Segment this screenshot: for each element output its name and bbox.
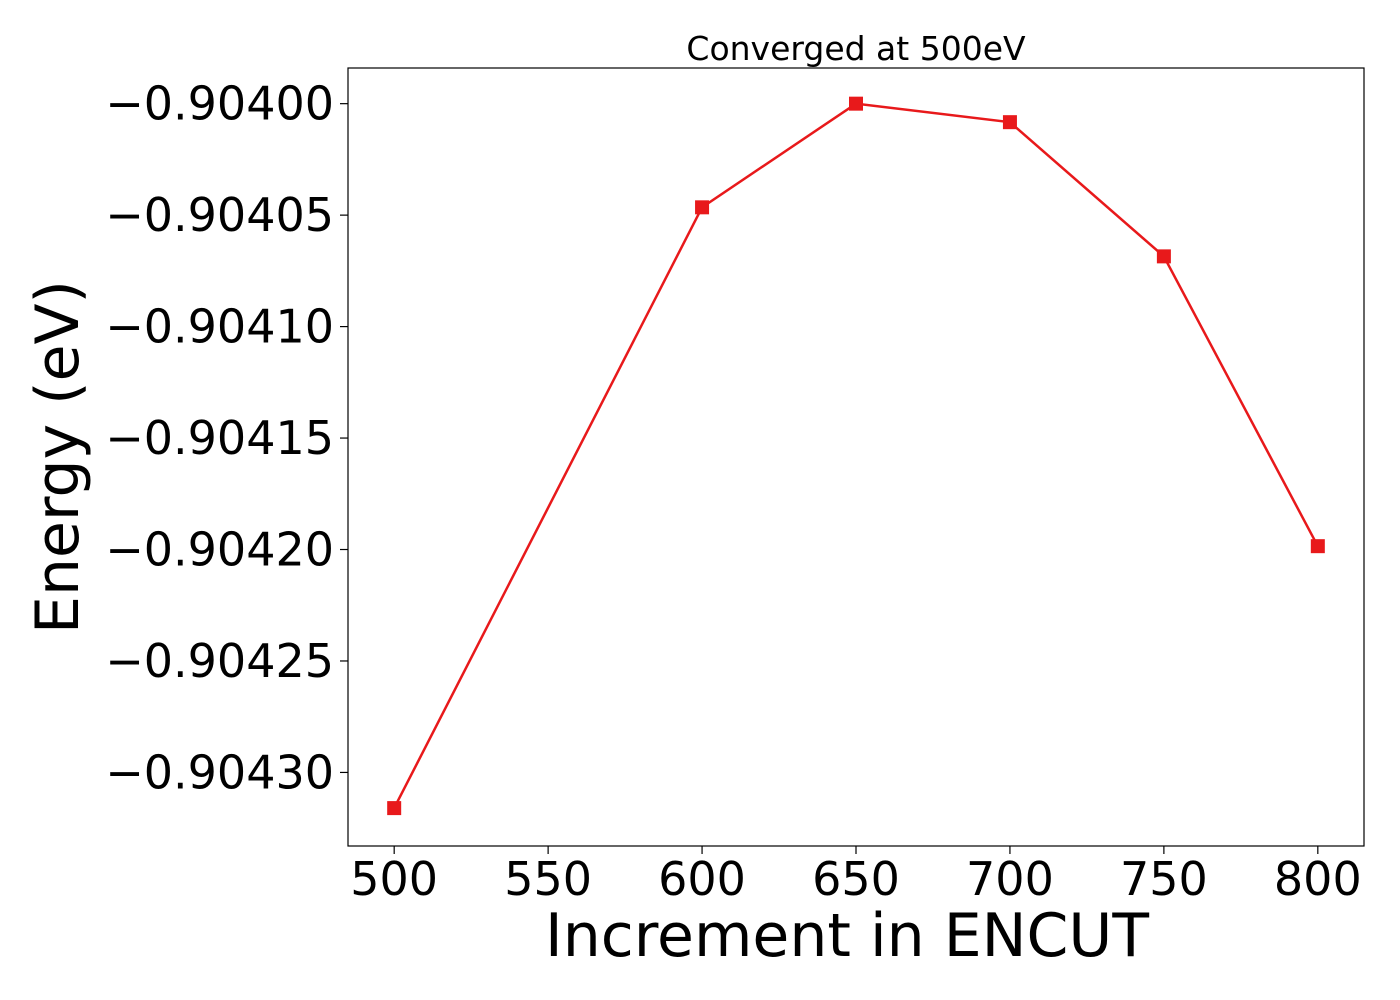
y-tick-label: −0.90405 — [105, 188, 334, 242]
data-point-marker — [849, 96, 863, 111]
y-tick-label: −0.90425 — [105, 634, 334, 688]
data-point-marker — [1002, 115, 1017, 130]
data-point-marker — [387, 801, 402, 816]
chart-title: Converged at 500eV — [686, 29, 1026, 68]
y-tick-label: −0.90415 — [105, 411, 334, 465]
x-tick-label: 700 — [966, 852, 1054, 906]
y-tick-label: −0.90410 — [105, 300, 334, 354]
y-axis-label: Energy (eV) — [23, 280, 93, 634]
axes-frame — [347, 67, 1365, 847]
x-tick-label: 650 — [812, 852, 900, 906]
series-line — [393, 102, 1319, 809]
y-tick-label: −0.90430 — [105, 745, 334, 799]
x-tick-label: 800 — [1274, 852, 1362, 906]
plot-area: 500 550 600 650 700 750 800 −0.90430 −0.90425 −0.… — [105, 67, 1365, 906]
data-point-marker — [1310, 539, 1325, 554]
data-point-marker — [695, 200, 710, 215]
x-tick-label: 600 — [658, 852, 746, 906]
x-tick-label: 750 — [1120, 852, 1208, 906]
x-axis-label: Increment in ENCUT — [545, 901, 1149, 971]
data-point-marker — [1156, 249, 1171, 264]
x-tick-label: 500 — [350, 852, 438, 906]
y-tick-label: −0.90400 — [105, 77, 334, 131]
y-tick-label: −0.90420 — [105, 523, 334, 577]
x-tick-label: 550 — [504, 852, 592, 906]
